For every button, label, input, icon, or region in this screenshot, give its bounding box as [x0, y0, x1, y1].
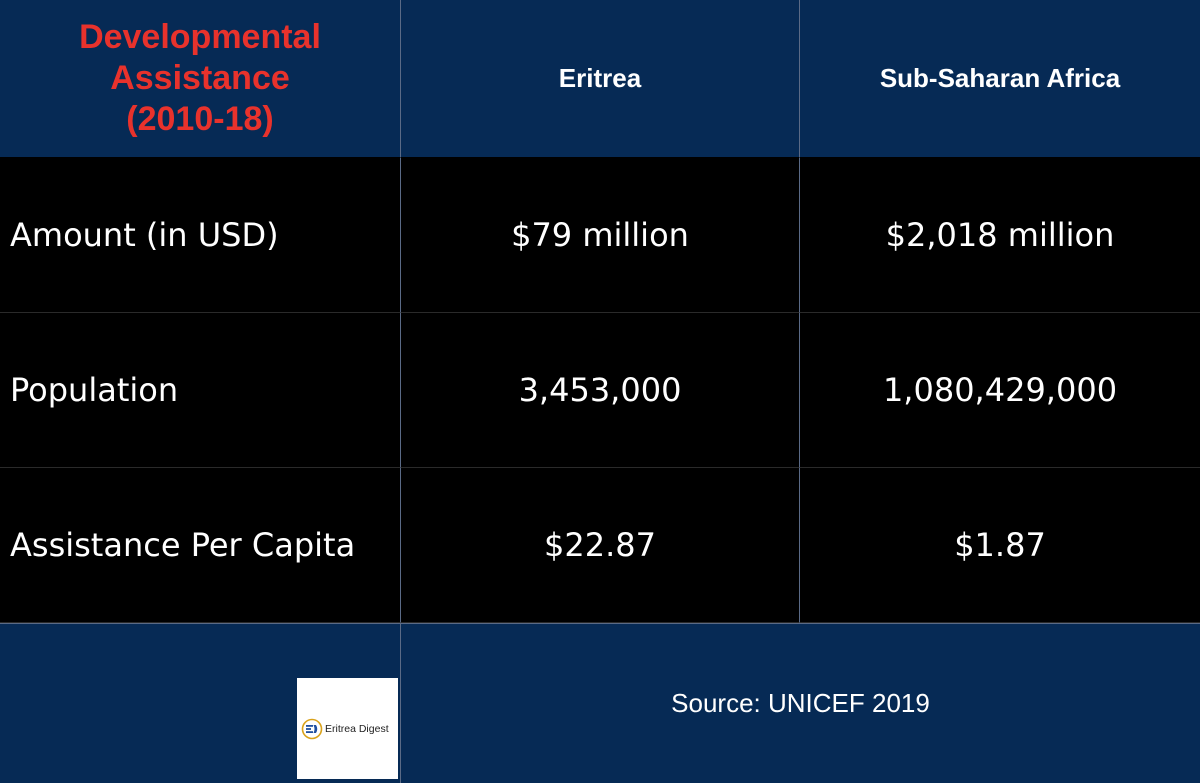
source-note: Source: UNICEF 2019: [671, 688, 930, 718]
value-ssa-population: 1,080,429,000: [882, 371, 1118, 409]
value-eritrea-population: 3,453,000: [518, 371, 682, 409]
table-row-label: Amount (in USD): [0, 158, 401, 313]
header-ssa-cell: Sub-Saharan Africa: [800, 0, 1200, 158]
table-row-label: Assistance Per Capita: [0, 468, 401, 623]
eritrea-digest-logo-icon: [301, 718, 323, 739]
header-eritrea-cell: Eritrea: [401, 0, 800, 158]
footer-source-cell: Source: UNICEF 2019: [401, 623, 1200, 783]
table-title-line-2: Assistance: [110, 59, 290, 97]
table-cell: 1,080,429,000: [800, 313, 1200, 468]
table-title-line-1: Developmental: [79, 18, 321, 56]
table-title-line-3: (2010-18): [126, 100, 274, 138]
logo-text: Eritrea Digest: [325, 722, 389, 735]
value-eritrea-amount: $79 million: [511, 216, 689, 254]
value-eritrea-per-capita: $22.87: [544, 526, 656, 564]
table-cell: $22.87: [401, 468, 800, 623]
table-cell: $1.87: [800, 468, 1200, 623]
row-label-amount: Amount (in USD): [10, 216, 279, 254]
table-row-label: Population: [0, 313, 401, 468]
header-title-cell: Developmental Assistance (2010-18): [0, 0, 401, 158]
table-cell: $2,018 million: [800, 158, 1200, 313]
row-label-population: Population: [10, 371, 179, 409]
column-header-ssa: Sub-Saharan Africa: [879, 63, 1121, 93]
value-ssa-per-capita: $1.87: [954, 526, 1046, 564]
row-label-per-capita: Assistance Per Capita: [10, 526, 356, 564]
table-cell: $79 million: [401, 158, 800, 313]
table-cell: 3,453,000: [401, 313, 800, 468]
value-ssa-amount: $2,018 million: [885, 216, 1115, 254]
column-header-eritrea: Eritrea: [558, 63, 642, 93]
eritrea-digest-logo: Eritrea Digest: [297, 678, 398, 779]
table-title: Developmental Assistance (2010-18): [79, 17, 321, 140]
